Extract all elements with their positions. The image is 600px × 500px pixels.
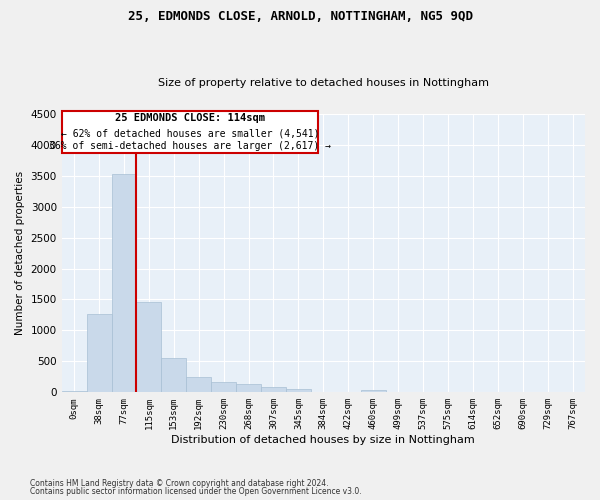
Bar [112, 174, 136, 392]
Text: ← 62% of detached houses are smaller (4,541): ← 62% of detached houses are smaller (4,… [61, 128, 319, 138]
Bar [286, 389, 311, 392]
Bar [86, 314, 112, 392]
Bar [261, 388, 286, 392]
Text: 25 EDMONDS CLOSE: 114sqm: 25 EDMONDS CLOSE: 114sqm [115, 114, 265, 124]
Bar [136, 302, 161, 392]
Bar [361, 390, 386, 392]
Text: Contains HM Land Registry data © Crown copyright and database right 2024.: Contains HM Land Registry data © Crown c… [30, 478, 329, 488]
Y-axis label: Number of detached properties: Number of detached properties [15, 171, 25, 335]
Text: 25, EDMONDS CLOSE, ARNOLD, NOTTINGHAM, NG5 9QD: 25, EDMONDS CLOSE, ARNOLD, NOTTINGHAM, N… [128, 10, 473, 23]
Bar [211, 382, 236, 392]
Text: Contains public sector information licensed under the Open Government Licence v3: Contains public sector information licen… [30, 487, 362, 496]
X-axis label: Distribution of detached houses by size in Nottingham: Distribution of detached houses by size … [172, 435, 475, 445]
Bar [186, 376, 211, 392]
Bar [236, 384, 261, 392]
Text: 36% of semi-detached houses are larger (2,617) →: 36% of semi-detached houses are larger (… [49, 141, 331, 151]
Title: Size of property relative to detached houses in Nottingham: Size of property relative to detached ho… [158, 78, 489, 88]
Bar [161, 358, 186, 392]
Bar [62, 391, 86, 392]
